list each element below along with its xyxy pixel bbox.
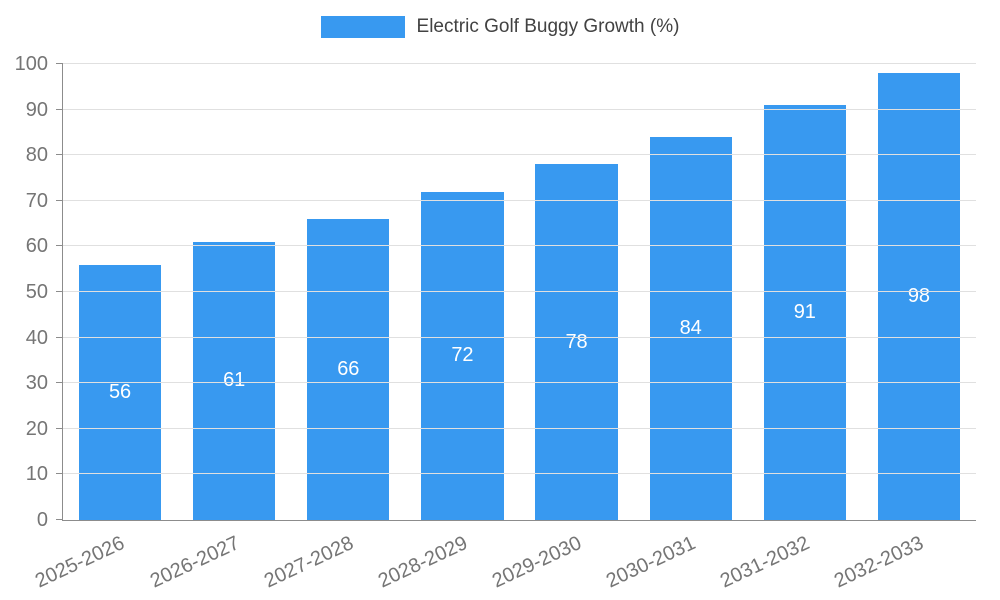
gridline <box>63 199 976 201</box>
bar-slot: 91 <box>748 64 862 520</box>
y-tick-mark <box>56 63 63 64</box>
bar-2029-2030[interactable]: 78 <box>535 164 618 520</box>
plot-area: 56 61 66 72 78 84 91 98 <box>56 63 976 521</box>
gridline <box>63 427 976 429</box>
bar-value-label: 91 <box>793 301 816 324</box>
x-tick-label: 2028-2029 <box>374 532 471 593</box>
bar-slot: 61 <box>177 64 291 520</box>
bar-slot: 66 <box>291 64 405 520</box>
gridline <box>63 245 976 247</box>
y-tick-label: 40 <box>25 326 48 349</box>
bar-2030-2031[interactable]: 84 <box>649 136 732 520</box>
legend-label: Electric Golf Buggy Growth (%) <box>416 16 680 37</box>
bar-value-label: 61 <box>223 369 246 392</box>
y-tick-label: 60 <box>25 235 48 258</box>
bar-slot: 98 <box>862 64 976 520</box>
y-tick-mark <box>56 382 63 384</box>
y-tick-label: 10 <box>25 463 48 486</box>
bar-2031-2032[interactable]: 91 <box>763 105 846 520</box>
bar-value-label: 78 <box>565 330 588 353</box>
y-tick-label: 50 <box>25 281 48 303</box>
y-tick-mark <box>56 336 63 338</box>
gridline <box>63 108 976 110</box>
bar-slot: 72 <box>405 64 519 520</box>
bar-value-label: 98 <box>907 285 931 308</box>
y-tick-mark <box>56 154 63 156</box>
gridline <box>63 154 976 156</box>
bar-slot: 78 <box>520 64 634 520</box>
x-tick-label: 2032-2033 <box>831 532 928 593</box>
bar-2025-2026[interactable]: 56 <box>78 264 162 520</box>
gridline <box>63 382 976 384</box>
bar-slot: 56 <box>63 64 177 520</box>
y-tick-mark <box>56 108 63 110</box>
x-tick-label: 2025-2026 <box>32 532 129 593</box>
bar-2027-2028[interactable]: 66 <box>307 219 390 520</box>
x-tick-label: 2030-2031 <box>602 532 699 593</box>
y-tick-mark <box>56 245 63 247</box>
gridline <box>63 473 976 475</box>
y-tick-mark <box>56 519 63 520</box>
y-tick-mark <box>56 427 63 429</box>
y-tick-label: 30 <box>25 372 48 395</box>
bar-2032-2033[interactable]: 98 <box>877 73 961 520</box>
y-tick-mark <box>56 291 63 292</box>
y-tick-label: 20 <box>25 417 48 440</box>
y-tick-label: 100 <box>14 53 48 75</box>
y-tick-label: 0 <box>36 509 48 531</box>
legend-swatch-icon <box>320 16 405 38</box>
x-tick-label: 2031-2032 <box>717 532 814 593</box>
gridline <box>63 63 976 64</box>
y-axis: 0 10 20 30 40 50 60 70 80 90 100 <box>0 54 54 530</box>
x-tick-label: 2029-2030 <box>488 532 585 593</box>
legend[interactable]: Electric Golf Buggy Growth (%) <box>0 16 1000 38</box>
bar-value-label: 84 <box>679 316 702 339</box>
y-tick-mark <box>56 199 63 201</box>
gridline <box>63 336 976 338</box>
bar-value-label: 72 <box>451 344 474 367</box>
gridline <box>63 291 976 292</box>
bars: 56 61 66 72 78 84 91 98 <box>63 64 976 520</box>
y-tick-label: 70 <box>25 189 48 212</box>
y-tick-mark <box>56 473 63 475</box>
x-tick-label: 2026-2027 <box>146 532 243 593</box>
y-tick-label: 90 <box>25 98 48 121</box>
bar-value-label: 66 <box>337 358 360 381</box>
bar-value-label: 56 <box>108 380 132 403</box>
y-tick-label: 80 <box>25 144 48 167</box>
bar-slot: 84 <box>634 64 748 520</box>
x-tick-label: 2027-2028 <box>260 532 357 593</box>
bar-2026-2027[interactable]: 61 <box>193 241 276 520</box>
bar-2028-2029[interactable]: 72 <box>421 191 504 520</box>
x-axis: 2025-2026 2026-2027 2027-2028 2028-2029 2029… <box>32 524 975 596</box>
